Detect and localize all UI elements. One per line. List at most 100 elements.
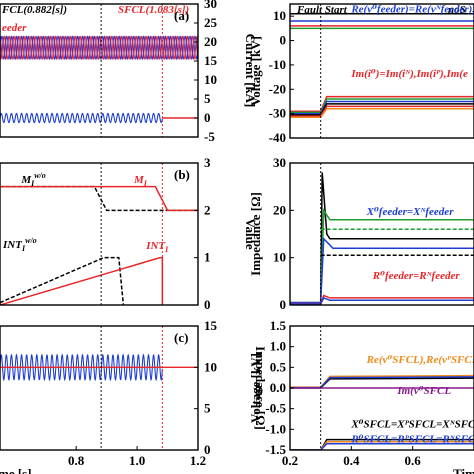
xtick-label: 0.2 xyxy=(282,453,298,468)
ytick-label: 25 xyxy=(204,15,218,30)
annotation-label-2: INTIw/o xyxy=(2,236,37,253)
band-phase-2 xyxy=(0,35,198,61)
ytick-label: 10 xyxy=(204,72,217,87)
annotation-label-0: MIw/o xyxy=(20,171,45,188)
annotation-label-1: Im(i⁰)=Im(iᴺ),Im(iᴾ),Im(e xyxy=(350,68,468,80)
annotation-label-0: Re(v⁰SFCL),Re(vᴾSFCL xyxy=(366,354,474,366)
chart-d: Re(v⁰feeder)=Re(vᴺfeeder),Re(vᴾfeeder Im(… xyxy=(248,3,474,145)
band-phase-1 xyxy=(0,35,198,61)
panel-label: (c) xyxy=(174,330,188,345)
annotation-text: Re(v⁰SFCL),Re(vᴾSFCL xyxy=(366,354,474,366)
xlabel: Tim xyxy=(453,466,474,474)
series-im-3 xyxy=(290,100,474,115)
ytick-label: -1.0 xyxy=(265,421,286,436)
annotation-text: X⁰feeder=Xᴺfeeder xyxy=(366,206,455,218)
ytick-label: 15 xyxy=(204,53,218,68)
annotation-text: Im(v⁰SFCL xyxy=(396,385,451,397)
ytick-label: 1.5 xyxy=(270,318,287,333)
plot-area xyxy=(0,185,198,305)
xtick-label: 0.6 xyxy=(405,453,422,468)
ytick-label: 1 xyxy=(204,250,211,265)
annotation-label-3: R⁰SFCL=RᴾSFCL=RᴺSFCL xyxy=(350,434,474,446)
ytick-label: 30 xyxy=(204,0,217,11)
plot-frame xyxy=(0,3,199,138)
ytick-label: -30 xyxy=(269,106,286,121)
plot-frame xyxy=(0,325,199,451)
panel-label: (b) xyxy=(174,167,190,182)
series-im-5 xyxy=(290,105,474,117)
chart-c: 0 5 10 15 0.8 1.0 1.2 Impedance [Ω] me [s] (c) xyxy=(0,318,268,474)
ytick-label: 5 xyxy=(204,401,211,416)
ylabel: Current [kA] xyxy=(243,34,258,108)
ytick-label: -40 xyxy=(269,130,286,145)
left-top-note: FCL(0.882[s]) xyxy=(1,4,67,16)
ytick-label: 30 xyxy=(273,155,286,170)
annotation-superscript: w/o xyxy=(25,236,37,245)
annotation-text: R⁰SFCL=RᴾSFCL=RᴺSFCL xyxy=(350,434,474,446)
ytick-label: 3 xyxy=(204,155,211,170)
ylabel: Impedance [Ω] xyxy=(253,346,268,430)
series-r-sfcl-blue xyxy=(290,443,474,450)
plot-frame xyxy=(289,3,474,139)
plot-frame xyxy=(0,162,199,306)
ylabel: Impedance [Ω] xyxy=(248,192,263,276)
series-inti-w-o xyxy=(0,256,125,305)
annotation-text: Im(i⁰)=Im(iᴺ),Im(iᴾ),Im(e xyxy=(350,68,468,80)
series-x-blue xyxy=(290,236,474,304)
annotation-text: INT xyxy=(145,240,166,252)
ytick-label: 0.0 xyxy=(270,380,286,395)
plot-area xyxy=(0,35,198,124)
chart-f: Re(v⁰SFCL),Re(vᴾSFCL Im(v⁰SFCL X⁰SFCL=XᴾSF… xyxy=(248,318,474,474)
ylabel: Voltage [kV] xyxy=(248,36,263,106)
ytick-label: 10 xyxy=(204,359,217,374)
ytick-label: 20 xyxy=(273,202,286,217)
xtick-label: 1.2 xyxy=(190,453,206,468)
ytick-label: 0 xyxy=(204,442,211,457)
ytick-label: -0.5 xyxy=(265,401,286,416)
annotation-text: R⁰feeder=Rᴺfeeder xyxy=(372,270,461,282)
ytick-label: 0.5 xyxy=(270,359,287,374)
plot-area xyxy=(290,13,474,119)
annotation-subscript: I xyxy=(21,244,26,253)
annotation-label-3: INTI xyxy=(145,240,169,254)
series-sfcl-current xyxy=(0,112,163,124)
series-im-1 xyxy=(290,95,474,112)
ytick-label: -1.5 xyxy=(265,442,286,457)
annotation-text: M xyxy=(20,174,32,186)
ytick-label: 5 xyxy=(204,91,211,106)
ytick-label: -20 xyxy=(269,81,286,96)
ytick-label: 0 xyxy=(204,297,211,312)
annotation-superscript: w/o xyxy=(34,171,46,180)
series-im-4 xyxy=(290,103,474,116)
ytick-label: 0 xyxy=(280,33,287,48)
xtick-label: 0.4 xyxy=(343,453,360,468)
plot-area xyxy=(0,353,198,382)
series-mi xyxy=(0,185,198,212)
annotation-subscript: I xyxy=(143,179,148,188)
annotation-label-1: Im(v⁰SFCL xyxy=(396,385,451,397)
annotation-label-0: X⁰feeder=Xᴺfeeder xyxy=(366,206,455,218)
ylabel: Voltage [kV] xyxy=(248,353,263,423)
series-impedance xyxy=(0,353,163,382)
left-top-note-2: SFCL(1.083[s]) xyxy=(118,4,189,16)
xlabel: me [s] xyxy=(0,466,32,474)
ytick-label: 15 xyxy=(204,318,218,333)
ytick-label: 10 xyxy=(273,8,286,23)
ylabel: Value xyxy=(243,218,258,250)
ytick-label: 1.0 xyxy=(270,339,286,354)
series-r-blue xyxy=(290,296,474,305)
panel-label: (a) xyxy=(174,8,189,23)
plot-area xyxy=(290,172,474,305)
ytick-label: 0 xyxy=(204,110,211,125)
annotation-text: INT xyxy=(2,239,23,251)
annotation-subscript: I xyxy=(30,179,35,188)
series-im-2 xyxy=(290,98,474,114)
ytick-label: -10 xyxy=(269,57,286,72)
ytick-label: -5 xyxy=(204,129,215,144)
ytick-label: 2 xyxy=(204,202,211,217)
plot-area xyxy=(290,374,474,450)
